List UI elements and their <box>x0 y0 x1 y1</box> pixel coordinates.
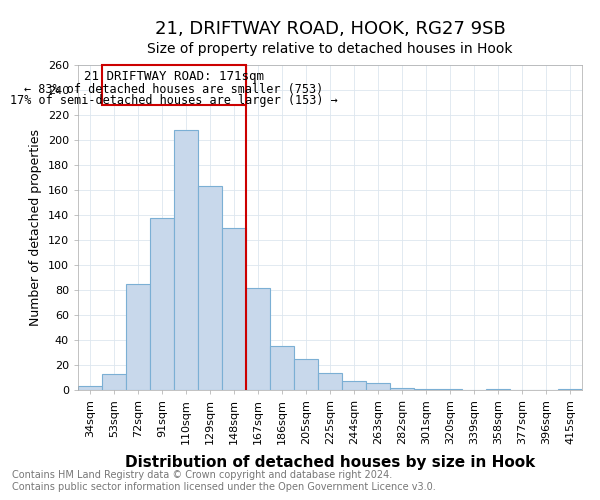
FancyBboxPatch shape <box>102 65 246 105</box>
Bar <box>366 382 390 390</box>
Bar <box>438 389 462 390</box>
Bar <box>126 284 150 390</box>
Text: Size of property relative to detached houses in Hook: Size of property relative to detached ho… <box>147 42 513 56</box>
Bar <box>558 389 582 390</box>
Bar <box>150 218 174 390</box>
Bar <box>78 386 102 390</box>
Bar <box>390 388 414 390</box>
Bar <box>294 359 318 390</box>
Bar <box>222 228 246 390</box>
Bar <box>102 374 126 390</box>
Text: 21 DRIFTWAY ROAD: 171sqm: 21 DRIFTWAY ROAD: 171sqm <box>84 70 264 83</box>
Bar <box>342 381 366 390</box>
Text: 17% of semi-detached houses are larger (153) →: 17% of semi-detached houses are larger (… <box>10 94 338 107</box>
Bar <box>486 389 510 390</box>
Bar <box>198 186 222 390</box>
Text: Contains public sector information licensed under the Open Government Licence v3: Contains public sector information licen… <box>12 482 436 492</box>
Bar <box>246 288 270 390</box>
X-axis label: Distribution of detached houses by size in Hook: Distribution of detached houses by size … <box>125 456 535 470</box>
Text: 21, DRIFTWAY ROAD, HOOK, RG27 9SB: 21, DRIFTWAY ROAD, HOOK, RG27 9SB <box>155 20 505 38</box>
Bar <box>318 372 342 390</box>
Bar <box>414 389 438 390</box>
Bar <box>270 346 294 390</box>
Text: ← 83% of detached houses are smaller (753): ← 83% of detached houses are smaller (75… <box>25 82 323 96</box>
Y-axis label: Number of detached properties: Number of detached properties <box>29 129 42 326</box>
Bar <box>174 130 198 390</box>
Text: Contains HM Land Registry data © Crown copyright and database right 2024.: Contains HM Land Registry data © Crown c… <box>12 470 392 480</box>
